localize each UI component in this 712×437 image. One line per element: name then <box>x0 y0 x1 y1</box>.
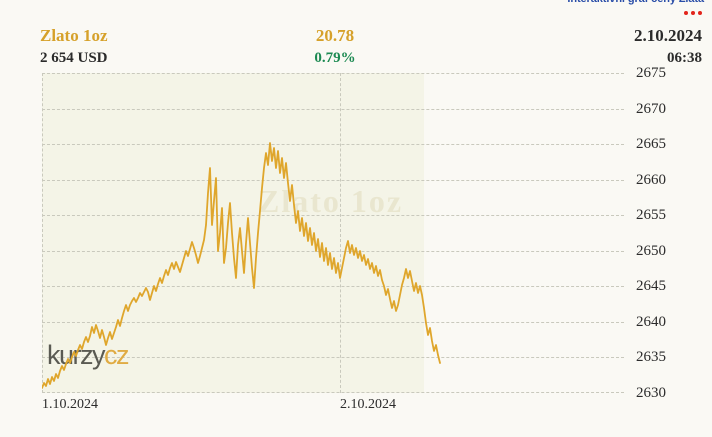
price-line <box>42 142 441 389</box>
instrument-name: Zlato 1oz <box>40 26 108 45</box>
price-line-chart <box>42 142 441 389</box>
plot-area[interactable]: kurzycz Zlato 1oz <box>42 73 624 393</box>
ytick-label-2675: 2675 <box>636 65 666 81</box>
gridline-h-2670 <box>42 108 624 110</box>
ytick-label-2665: 2665 <box>636 136 666 152</box>
data-fill-band <box>42 73 424 393</box>
chart-header: Zlato 1oz 2 654 USD 20.78 0.79% 2.10.202… <box>0 26 712 74</box>
gridline-v-2-10-2024 <box>340 73 341 393</box>
gridline-h-2630 <box>42 392 624 393</box>
ytick-label-2640: 2640 <box>636 314 666 330</box>
ytick-label-2660: 2660 <box>636 172 666 188</box>
gridline-h-2675 <box>42 73 624 74</box>
three-dots-icon[interactable] <box>684 11 702 15</box>
change-percent: 0.79% <box>314 50 356 66</box>
gridline-h-2655 <box>42 215 624 216</box>
gridline-h-2650 <box>42 250 624 252</box>
xtick-label-2-10-2024: 2.10.2024 <box>340 397 396 412</box>
gridline-v-1-10-2024 <box>42 73 43 393</box>
gridline-h-2640 <box>42 321 624 323</box>
ytick-label-2655: 2655 <box>636 207 666 223</box>
dot-1 <box>684 11 688 15</box>
dot-2 <box>691 11 695 15</box>
header-left: Zlato 1oz 2 654 USD <box>40 26 108 68</box>
gridline-h-2645 <box>42 286 624 287</box>
dot-3 <box>698 11 702 15</box>
gridline-h-2635 <box>42 357 624 358</box>
quote-date: 2.10.2024 <box>634 26 702 45</box>
page-caption: Interaktivní graf ceny Zlata <box>567 0 704 5</box>
ytick-label-2630: 2630 <box>636 385 666 401</box>
header-center: 20.78 0.79% <box>240 26 430 68</box>
gridline-h-2660 <box>42 179 624 181</box>
ytick-label-2650: 2650 <box>636 243 666 259</box>
gridline-h-2665 <box>42 144 624 145</box>
instrument-price: 2 654 USD <box>40 50 108 66</box>
ytick-label-2670: 2670 <box>636 101 666 117</box>
quote-time: 06:38 <box>667 50 702 66</box>
header-right: 2.10.2024 06:38 <box>634 26 702 68</box>
ytick-label-2645: 2645 <box>636 278 666 294</box>
change-absolute: 20.78 <box>315 26 355 45</box>
ytick-label-2635: 2635 <box>636 349 666 365</box>
xtick-label-1-10-2024: 1.10.2024 <box>42 397 98 412</box>
